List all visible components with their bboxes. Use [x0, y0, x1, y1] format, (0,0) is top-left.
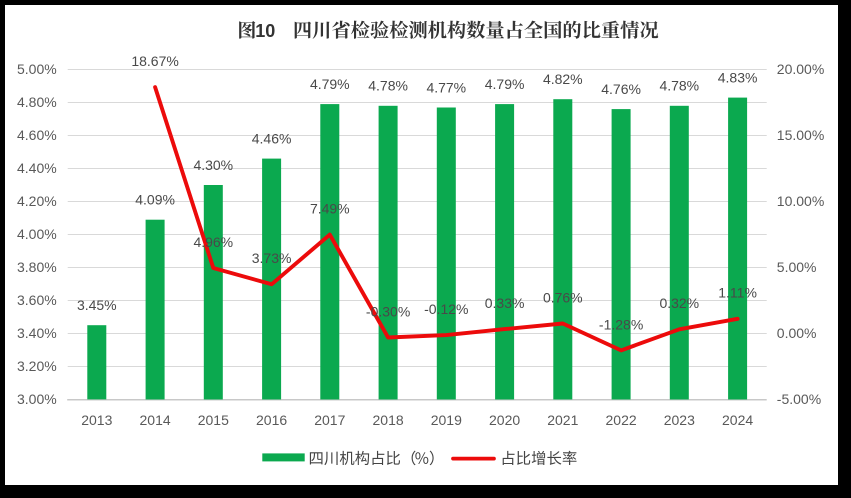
svg-text:20.00%: 20.00% [777, 61, 824, 77]
svg-text:0.00%: 0.00% [777, 325, 817, 341]
svg-text:4.76%: 4.76% [601, 81, 641, 97]
svg-text:0.76%: 0.76% [543, 289, 583, 305]
svg-text:4.77%: 4.77% [426, 79, 466, 95]
svg-text:4.46%: 4.46% [252, 131, 292, 147]
svg-text:2017: 2017 [314, 412, 345, 428]
svg-text:4.30%: 4.30% [193, 157, 233, 173]
svg-text:10: 10 [255, 21, 275, 41]
svg-text:-0.30%: -0.30% [366, 303, 410, 319]
svg-text:2020: 2020 [489, 412, 520, 428]
svg-text:5.00%: 5.00% [17, 61, 57, 77]
svg-text:4.78%: 4.78% [659, 78, 699, 94]
svg-text:3.20%: 3.20% [17, 358, 57, 374]
svg-text:0.32%: 0.32% [659, 295, 699, 311]
svg-text:2021: 2021 [547, 412, 578, 428]
svg-text:0.33%: 0.33% [485, 295, 525, 311]
svg-text:2013: 2013 [81, 412, 112, 428]
svg-text:7.49%: 7.49% [310, 201, 350, 217]
svg-text:4.80%: 4.80% [17, 94, 57, 110]
svg-text:4.20%: 4.20% [17, 193, 57, 209]
svg-text:4.78%: 4.78% [368, 78, 408, 94]
svg-text:15.00%: 15.00% [777, 127, 824, 143]
svg-text:3.60%: 3.60% [17, 292, 57, 308]
svg-text:4.40%: 4.40% [17, 160, 57, 176]
svg-text:3.40%: 3.40% [17, 325, 57, 341]
svg-text:2023: 2023 [664, 412, 695, 428]
svg-text:3.45%: 3.45% [77, 297, 117, 313]
svg-text:4.00%: 4.00% [17, 226, 57, 242]
svg-text:2024: 2024 [722, 412, 753, 428]
svg-text:2022: 2022 [606, 412, 637, 428]
svg-text:4.79%: 4.79% [485, 76, 525, 92]
svg-text:2014: 2014 [140, 412, 171, 428]
svg-text:2018: 2018 [373, 412, 404, 428]
svg-text:4.09%: 4.09% [135, 192, 175, 208]
svg-text:18.67%: 18.67% [131, 53, 178, 69]
svg-text:10.00%: 10.00% [777, 193, 824, 209]
svg-text:5.00%: 5.00% [777, 259, 817, 275]
svg-text:4.96%: 4.96% [193, 234, 233, 250]
svg-text:2016: 2016 [256, 412, 287, 428]
svg-text:4.79%: 4.79% [310, 76, 350, 92]
svg-text:4.60%: 4.60% [17, 127, 57, 143]
svg-text:3.73%: 3.73% [252, 250, 292, 266]
svg-text:2019: 2019 [431, 412, 462, 428]
svg-text:-0.12%: -0.12% [424, 301, 468, 317]
svg-text:4.82%: 4.82% [543, 71, 583, 87]
svg-text:1.11%: 1.11% [718, 285, 757, 301]
svg-text:3.80%: 3.80% [17, 259, 57, 275]
svg-text:-1.28%: -1.28% [599, 316, 643, 332]
svg-text:4.83%: 4.83% [718, 70, 758, 86]
svg-text:-5.00%: -5.00% [777, 391, 821, 407]
svg-text:2015: 2015 [198, 412, 229, 428]
svg-text:3.00%: 3.00% [17, 391, 57, 407]
